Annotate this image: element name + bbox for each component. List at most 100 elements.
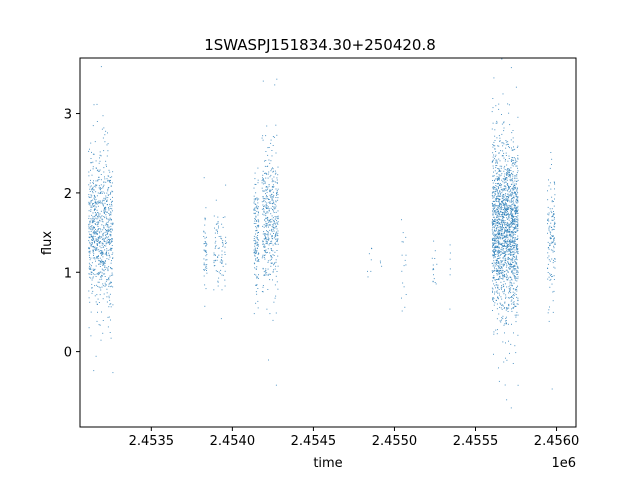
data-point bbox=[498, 170, 500, 172]
data-point bbox=[498, 241, 500, 243]
data-point bbox=[503, 127, 505, 129]
data-point bbox=[501, 188, 503, 190]
data-point bbox=[515, 194, 517, 196]
data-point bbox=[111, 282, 112, 284]
data-point bbox=[516, 172, 518, 174]
data-point bbox=[548, 309, 550, 311]
data-point bbox=[88, 150, 90, 152]
data-point bbox=[103, 216, 105, 217]
data-point bbox=[99, 261, 101, 263]
data-point bbox=[255, 274, 257, 276]
data-point bbox=[508, 304, 509, 306]
data-point bbox=[89, 268, 91, 270]
data-point bbox=[265, 135, 267, 137]
data-point bbox=[262, 80, 264, 82]
data-point bbox=[506, 209, 508, 211]
data-point bbox=[495, 213, 497, 215]
data-point bbox=[107, 194, 109, 196]
data-point bbox=[97, 222, 99, 224]
data-point bbox=[111, 201, 113, 202]
data-point bbox=[100, 271, 102, 273]
data-point bbox=[492, 233, 494, 235]
data-point bbox=[493, 333, 495, 335]
data-point bbox=[496, 284, 498, 286]
data-point bbox=[96, 294, 98, 296]
data-point bbox=[264, 205, 265, 207]
data-point bbox=[206, 253, 208, 255]
data-point bbox=[505, 320, 507, 321]
data-point bbox=[98, 170, 100, 172]
data-point bbox=[515, 207, 517, 209]
data-point bbox=[258, 198, 260, 200]
data-point bbox=[497, 252, 499, 254]
data-point bbox=[513, 227, 515, 229]
data-point bbox=[95, 203, 97, 205]
data-point bbox=[513, 228, 515, 230]
data-point bbox=[515, 196, 517, 198]
data-point bbox=[95, 232, 97, 234]
data-point bbox=[508, 292, 510, 294]
data-point bbox=[509, 194, 511, 196]
data-point bbox=[549, 167, 551, 169]
data-point bbox=[379, 260, 381, 262]
data-point bbox=[494, 198, 496, 200]
data-point bbox=[491, 221, 493, 223]
data-point bbox=[264, 219, 265, 221]
data-point bbox=[258, 232, 259, 233]
data-point bbox=[103, 239, 105, 241]
data-point bbox=[215, 223, 217, 225]
data-point bbox=[503, 198, 505, 200]
data-point bbox=[504, 288, 505, 290]
data-point bbox=[102, 221, 104, 223]
data-point bbox=[512, 215, 514, 217]
data-point bbox=[497, 211, 499, 213]
data-point bbox=[90, 218, 92, 220]
data-point bbox=[274, 235, 276, 237]
data-point bbox=[552, 300, 554, 302]
data-point bbox=[503, 167, 505, 169]
data-point bbox=[492, 310, 493, 311]
data-point bbox=[550, 222, 552, 224]
data-point bbox=[269, 243, 271, 244]
data-point bbox=[516, 244, 517, 246]
data-point bbox=[275, 205, 277, 207]
data-point bbox=[90, 267, 92, 269]
data-point bbox=[107, 190, 109, 192]
data-point bbox=[205, 245, 207, 247]
data-point bbox=[271, 238, 273, 239]
data-point bbox=[492, 298, 494, 300]
data-point bbox=[508, 250, 510, 252]
data-point bbox=[267, 218, 269, 220]
data-point bbox=[498, 292, 500, 294]
data-point bbox=[507, 277, 509, 279]
data-point bbox=[91, 239, 93, 241]
data-point bbox=[275, 223, 276, 225]
data-point bbox=[496, 235, 498, 237]
data-point bbox=[434, 258, 436, 259]
data-point bbox=[494, 279, 496, 281]
data-point bbox=[549, 237, 551, 239]
data-point bbox=[101, 268, 103, 270]
data-point bbox=[498, 177, 500, 179]
data-point bbox=[93, 233, 95, 235]
data-point bbox=[102, 187, 104, 189]
data-point bbox=[505, 214, 507, 216]
data-point bbox=[88, 194, 90, 196]
data-point bbox=[551, 242, 553, 244]
data-point bbox=[103, 210, 105, 212]
data-point bbox=[507, 234, 509, 236]
data-point bbox=[104, 141, 106, 143]
data-point bbox=[547, 218, 549, 220]
data-point bbox=[89, 251, 91, 253]
data-point bbox=[218, 247, 220, 249]
data-point bbox=[493, 304, 495, 306]
data-point bbox=[500, 189, 502, 191]
data-point bbox=[507, 229, 508, 230]
data-point bbox=[500, 251, 502, 253]
x-tick-label: 2.4540 bbox=[210, 434, 256, 449]
data-point bbox=[107, 316, 109, 318]
data-point bbox=[494, 252, 495, 253]
data-point bbox=[264, 201, 266, 203]
data-point bbox=[516, 244, 518, 246]
data-point bbox=[110, 267, 112, 269]
